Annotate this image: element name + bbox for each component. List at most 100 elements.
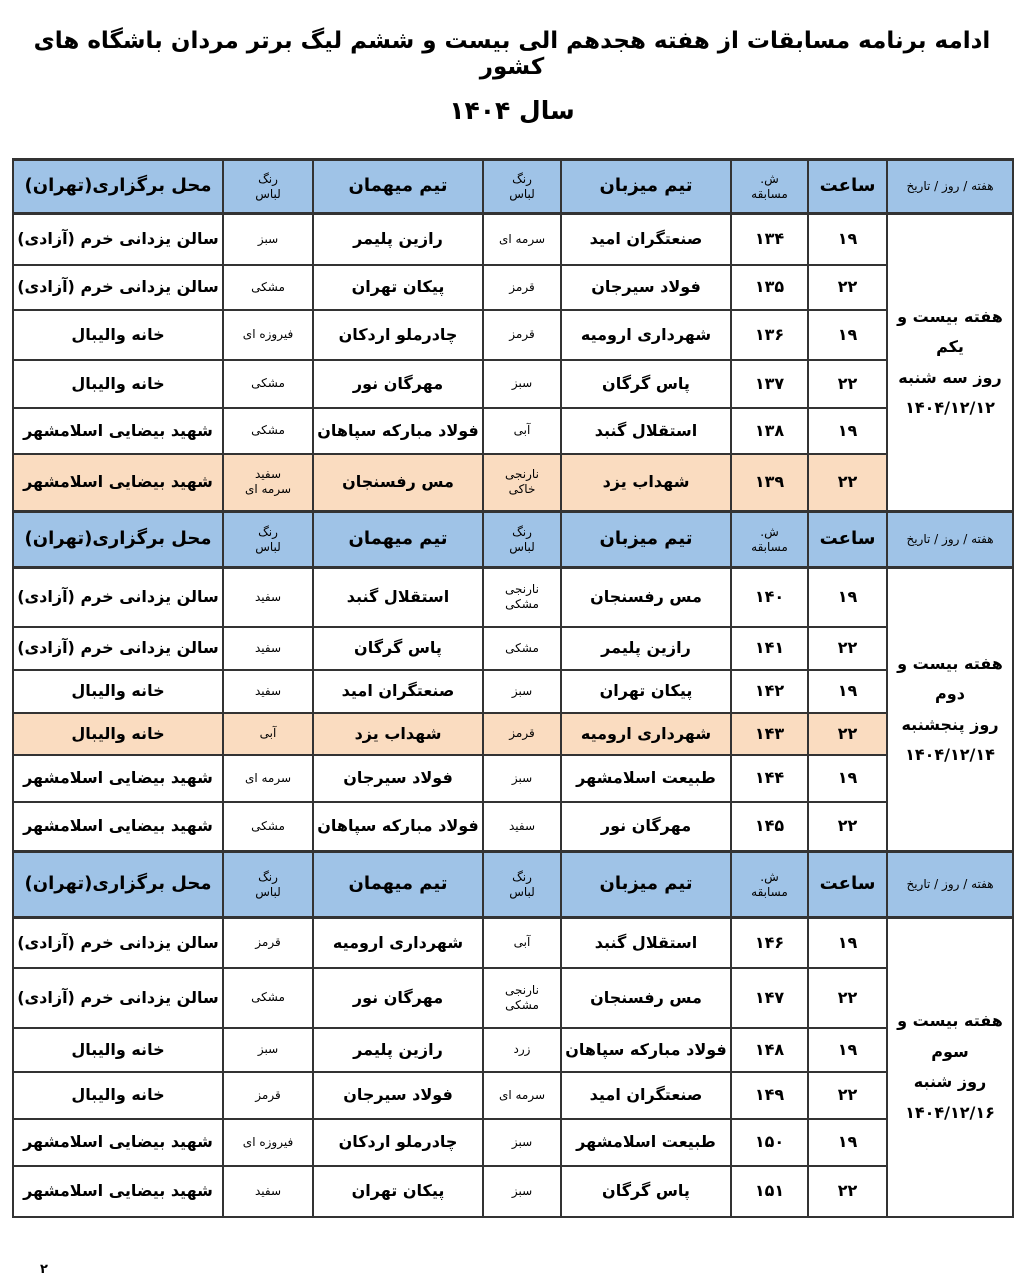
venue-cell: سالن یزدانی خرم (آزادی) bbox=[12, 916, 224, 969]
venue-cell: شهید بیضایی اسلامشهر bbox=[12, 1117, 224, 1167]
kit-color: مشکی bbox=[251, 376, 285, 390]
kit-color: مشکی bbox=[505, 997, 539, 1012]
header-host: تیم میزبان bbox=[560, 850, 732, 919]
match-row: ۱۹ ۱۳۸ استقلال گنبد آبی فولاد مبارکه سپاهان م… bbox=[12, 406, 1013, 455]
away-kit-color-cell: قرمز bbox=[222, 1070, 314, 1120]
week-line: ۱۴۰۴/۱۲/۱۴ bbox=[905, 744, 995, 764]
time-cell: ۱۹ bbox=[807, 406, 888, 455]
kit-color: سبز bbox=[511, 1183, 533, 1198]
header-line: لباس bbox=[509, 884, 535, 899]
away-kit-color-cell: آبی bbox=[222, 711, 314, 756]
kit-color: سبز bbox=[257, 1042, 279, 1056]
away-kit-color-cell: فیروزه ای bbox=[222, 308, 314, 361]
kit-color: نارنجی bbox=[505, 467, 539, 482]
host-team-cell: مس رفسنجان bbox=[560, 966, 732, 1029]
kit-color: سفید bbox=[254, 683, 282, 698]
venue-cell: خانه والیبال bbox=[12, 358, 224, 409]
host-kit-color-cell: مشکی bbox=[482, 625, 562, 671]
away-team-cell: پیکان تهران bbox=[312, 263, 484, 311]
week-day-date-cell: هفته بیست و سوم روز شنبه ۱۴۰۴/۱۲/۱۶ bbox=[886, 916, 1014, 1218]
venue-cell: شهید بیضایی اسلامشهر bbox=[12, 452, 224, 513]
kit-color: سبز bbox=[511, 1134, 533, 1149]
header-row: هفته / روز / تاریخ ساعت ش. مسابقه تیم میزبان… bbox=[12, 510, 1014, 569]
header-week: هفته / روز / تاریخ bbox=[886, 510, 1014, 569]
match-number-cell: ۱۴۶ bbox=[730, 916, 809, 969]
venue-cell: سالن یزدانی خرم (آزادی) bbox=[12, 212, 224, 266]
time-cell: ۲۲ bbox=[807, 263, 888, 311]
week-line: هفته بیست و bbox=[897, 306, 1003, 326]
match-row: ۲۲ ۱۴۷ مس رفسنجان نارنجی مشکی مهرگان نور مشکی س… bbox=[12, 966, 1013, 1029]
host-team-cell: استقلال گنبد bbox=[560, 406, 732, 455]
header-week: هفته / روز / تاریخ bbox=[886, 850, 1014, 919]
header-row: هفته / روز / تاریخ ساعت ش. مسابقه تیم میزبان… bbox=[12, 158, 1014, 215]
venue-cell: خانه والیبال bbox=[12, 1026, 224, 1073]
header-host-color: رنگ لباس bbox=[482, 510, 562, 569]
header-line: رنگ bbox=[258, 171, 278, 186]
host-team-cell: پاس گرگان bbox=[560, 358, 732, 409]
match-row: هفته بیست و سوم روز شنبه ۱۴۰۴/۱۲/۱۶ ۱۹ ۱۴۶ است… bbox=[12, 916, 1014, 1218]
header-line: ش. bbox=[760, 524, 779, 539]
header-line: لباس bbox=[509, 186, 535, 201]
match-number-cell: ۱۴۴ bbox=[730, 753, 809, 803]
time-cell: ۲۲ bbox=[807, 800, 888, 853]
header-line: ش. bbox=[760, 869, 779, 884]
kit-color: مشکی bbox=[251, 818, 285, 833]
host-kit-color-cell: آبی bbox=[482, 406, 562, 455]
host-kit-color-cell: آبی bbox=[482, 916, 562, 969]
match-number-cell: ۱۳۶ bbox=[730, 308, 809, 361]
time-cell: ۲۲ bbox=[807, 1164, 888, 1218]
host-team-cell: رازین پلیمر bbox=[560, 625, 732, 671]
kit-color: فیروزه ای bbox=[242, 327, 294, 341]
host-kit-color-cell: نارنجی مشکی bbox=[482, 566, 562, 628]
kit-color: مشکی bbox=[251, 990, 285, 1004]
week-line: یکم bbox=[936, 337, 964, 357]
header-time: ساعت bbox=[807, 158, 888, 215]
header-line: مسابقه bbox=[751, 539, 788, 554]
host-kit-color-cell: سبز bbox=[482, 1164, 562, 1218]
header-line: مسابقه bbox=[751, 186, 788, 201]
venue-cell: سالن یزدانی خرم (آزادی) bbox=[12, 566, 224, 628]
match-row: ۱۹ ۱۳۶ شهرداری ارومیه قرمز چادرملو اردکان فیر… bbox=[12, 308, 1013, 361]
time-cell: ۱۹ bbox=[807, 566, 888, 628]
kit-color: مشکی bbox=[505, 640, 539, 655]
header-line: رنگ bbox=[258, 869, 278, 884]
kit-color: سرمه ای bbox=[498, 231, 546, 246]
host-kit-color-cell: سفید bbox=[482, 800, 562, 853]
kit-color: خاکی bbox=[508, 482, 536, 497]
away-team-cell: فولاد سیرجان bbox=[312, 753, 484, 803]
match-number-cell: ۱۴۸ bbox=[730, 1026, 809, 1073]
time-cell: ۲۲ bbox=[807, 1070, 888, 1120]
kit-color: سرمه ای bbox=[244, 482, 292, 497]
venue-cell: شهید بیضایی اسلامشهر bbox=[12, 800, 224, 853]
time-cell: ۱۹ bbox=[807, 308, 888, 361]
away-team-cell: فولاد مبارکه سپاهان bbox=[312, 406, 484, 455]
host-team-cell: صنعتگران امید bbox=[560, 212, 732, 266]
header-time: ساعت bbox=[807, 850, 888, 919]
match-number-cell: ۱۳۷ bbox=[730, 358, 809, 409]
kit-color: سبز bbox=[511, 770, 533, 785]
time-cell: ۱۹ bbox=[807, 212, 888, 266]
host-team-cell: فولاد سیرجان bbox=[560, 263, 732, 311]
away-kit-color-cell: مشکی bbox=[222, 406, 314, 455]
venue-cell: شهید بیضایی اسلامشهر bbox=[12, 753, 224, 803]
host-team-cell: شهداب یزد bbox=[560, 452, 732, 513]
header-venue: محل برگزاری(تهران) bbox=[12, 510, 224, 569]
kit-color: سبز bbox=[511, 376, 533, 390]
match-row: ۲۲ ۱۳۹ شهداب یزد نارنجی خاکی مس رفسنجان سفید سر… bbox=[12, 452, 1013, 513]
week-day-date-cell: هفته بیست و یکم روز سه شنبه ۱۴۰۴/۱۲/۱۲ bbox=[886, 212, 1014, 513]
host-kit-color-cell: سرمه ای bbox=[482, 1070, 562, 1120]
match-number-cell: ۱۳۴ bbox=[730, 212, 809, 266]
time-cell: ۲۲ bbox=[807, 711, 888, 756]
header-match-no: ش. مسابقه bbox=[730, 510, 809, 569]
header-host: تیم میزبان bbox=[560, 158, 732, 215]
away-team-cell: مس رفسنجان bbox=[312, 452, 484, 513]
time-cell: ۲۲ bbox=[807, 452, 888, 513]
host-kit-color-cell: نارنجی مشکی bbox=[482, 966, 562, 1029]
host-kit-color-cell: سرمه ای bbox=[482, 212, 562, 266]
match-number-cell: ۱۴۷ bbox=[730, 966, 809, 1029]
header-away: تیم میهمان bbox=[312, 158, 484, 215]
venue-cell: سالن یزدانی خرم (آزادی) bbox=[12, 625, 224, 671]
kit-color: سفید bbox=[254, 640, 282, 655]
away-team-cell: صنعتگران امید bbox=[312, 668, 484, 714]
time-cell: ۲۲ bbox=[807, 625, 888, 671]
